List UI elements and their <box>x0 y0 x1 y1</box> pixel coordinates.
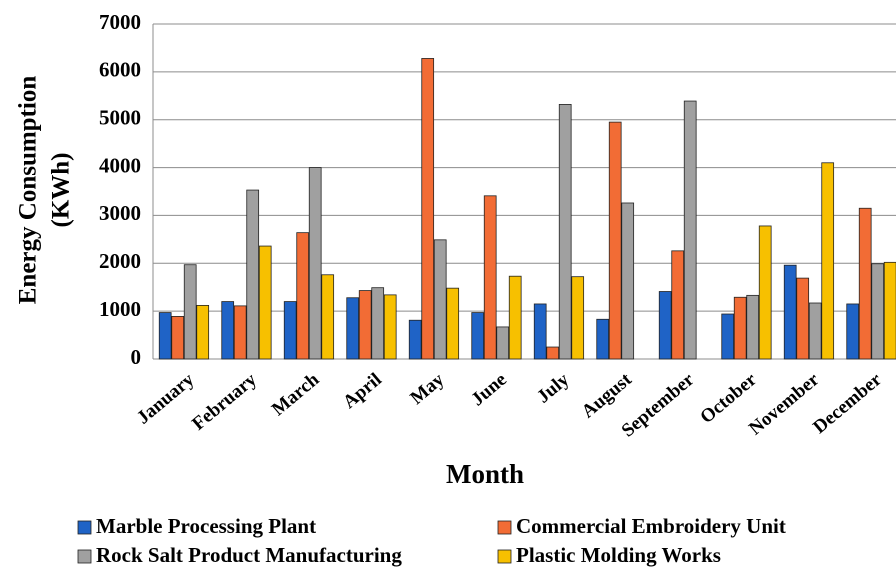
bar <box>546 346 560 360</box>
legend-swatch <box>497 549 512 564</box>
bar <box>308 167 322 360</box>
bar <box>883 261 896 360</box>
y-axis-title: (KWh) <box>48 153 75 228</box>
y-tick-label: 4000 <box>99 153 141 177</box>
x-tick-label: February <box>188 369 261 435</box>
bar <box>296 232 310 360</box>
x-tick-label: April <box>339 369 386 413</box>
y-axis-title: Energy Consumption <box>15 76 42 305</box>
bar <box>421 58 435 360</box>
bar <box>383 294 397 360</box>
bar <box>196 304 210 360</box>
x-tick-label: July <box>533 369 574 408</box>
bar <box>508 275 522 360</box>
bar <box>733 296 747 360</box>
bar <box>358 290 372 360</box>
bar <box>446 287 460 360</box>
bar <box>346 297 360 360</box>
bar <box>608 121 622 360</box>
bar <box>746 294 760 360</box>
y-tick-label: 5000 <box>99 106 141 130</box>
x-tick-label: December <box>809 369 886 438</box>
bar <box>671 250 685 360</box>
x-tick-label: March <box>268 369 324 420</box>
bar <box>283 301 297 360</box>
bar <box>558 104 572 360</box>
legend-label: Rock Salt Product Manufacturing <box>96 543 402 567</box>
bar <box>533 303 547 360</box>
bar <box>758 225 772 360</box>
legend-label: Commercial Embroidery Unit <box>516 514 786 538</box>
x-axis-title: Month <box>446 459 524 489</box>
y-tick-label: 2000 <box>99 249 141 273</box>
bar <box>483 195 497 360</box>
legend-label: Marble Processing Plant <box>96 514 316 538</box>
legend-label: Plastic Molding Works <box>516 543 721 567</box>
bar <box>321 274 335 360</box>
bar <box>433 239 447 360</box>
bar <box>683 100 697 360</box>
bar <box>258 245 272 360</box>
bar <box>796 277 810 360</box>
legend-swatch <box>77 520 92 535</box>
bar <box>821 162 835 360</box>
bar <box>858 207 872 360</box>
bar <box>246 189 260 360</box>
x-tick-label: August <box>578 369 637 423</box>
y-tick-label: 0 <box>131 345 142 369</box>
bar <box>408 319 422 360</box>
bar <box>221 301 235 360</box>
bar <box>158 312 172 360</box>
y-tick-label: 1000 <box>99 297 141 321</box>
bar <box>846 303 860 360</box>
legend-swatch <box>77 549 92 564</box>
bar <box>471 312 485 360</box>
bar <box>171 316 185 360</box>
x-tick-label: May <box>406 369 448 409</box>
x-tick-label: November <box>745 369 824 440</box>
y-tick-label: 6000 <box>99 58 141 82</box>
bar <box>783 264 797 360</box>
bar <box>658 291 672 360</box>
bar <box>571 276 585 360</box>
x-tick-label: June <box>467 369 510 410</box>
bar <box>596 318 610 360</box>
bar <box>871 263 885 360</box>
bar <box>721 313 735 360</box>
legend-swatch <box>497 520 512 535</box>
bar <box>371 287 385 360</box>
bar <box>233 305 247 360</box>
y-tick-label: 3000 <box>99 201 141 225</box>
bar <box>808 302 822 360</box>
y-tick-label: 7000 <box>99 10 141 34</box>
bar <box>621 202 635 360</box>
bar <box>496 326 510 360</box>
bar <box>183 264 197 360</box>
